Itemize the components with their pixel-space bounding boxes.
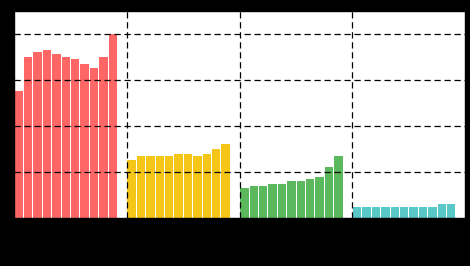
Bar: [146, 156, 155, 218]
Bar: [127, 160, 136, 218]
Bar: [419, 207, 427, 218]
Bar: [391, 207, 399, 218]
Bar: [287, 181, 296, 218]
Bar: [306, 179, 314, 218]
Bar: [43, 50, 51, 218]
Bar: [184, 153, 192, 218]
Bar: [268, 184, 277, 218]
Bar: [109, 34, 117, 218]
Bar: [33, 52, 42, 218]
Bar: [325, 167, 333, 218]
Bar: [428, 207, 437, 218]
Bar: [381, 207, 390, 218]
Bar: [278, 184, 286, 218]
Bar: [400, 207, 408, 218]
Bar: [71, 59, 79, 218]
Bar: [203, 153, 211, 218]
Bar: [250, 186, 258, 218]
Bar: [174, 153, 183, 218]
Bar: [221, 144, 230, 218]
Bar: [156, 156, 164, 218]
Bar: [165, 156, 173, 218]
Bar: [438, 204, 446, 218]
Bar: [193, 156, 202, 218]
Bar: [353, 207, 361, 218]
Bar: [372, 207, 380, 218]
Bar: [212, 149, 220, 218]
Bar: [80, 64, 89, 218]
Bar: [15, 91, 23, 218]
Bar: [24, 57, 32, 218]
Bar: [362, 207, 371, 218]
Bar: [315, 177, 324, 218]
Bar: [137, 156, 145, 218]
Bar: [99, 57, 108, 218]
Bar: [259, 186, 267, 218]
Bar: [52, 55, 61, 218]
Bar: [447, 204, 455, 218]
Bar: [90, 68, 98, 218]
Bar: [409, 207, 418, 218]
Bar: [297, 181, 305, 218]
Bar: [334, 156, 343, 218]
Bar: [240, 188, 249, 218]
Bar: [62, 57, 70, 218]
